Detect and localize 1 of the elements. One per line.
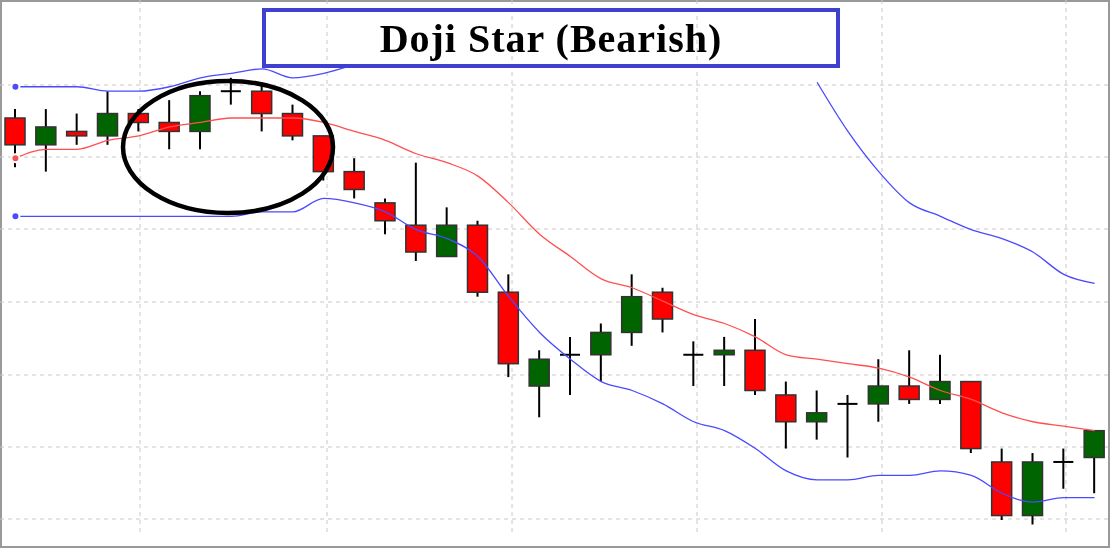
chart-title: Doji Star (Bearish)	[262, 8, 840, 68]
